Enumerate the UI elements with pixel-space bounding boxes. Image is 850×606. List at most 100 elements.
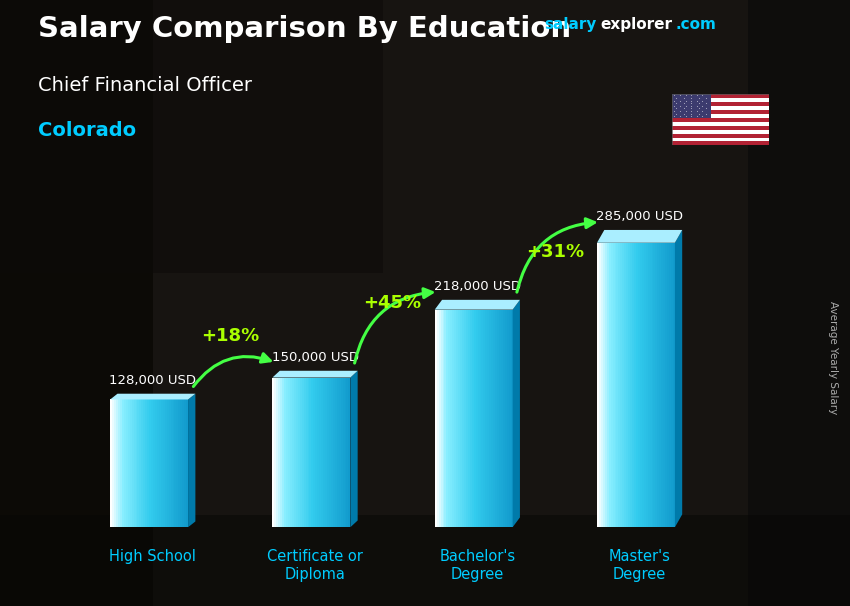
Bar	[603, 243, 605, 527]
Bar	[613, 243, 615, 527]
Bar	[672, 110, 769, 114]
Bar	[151, 399, 153, 527]
Bar	[599, 243, 601, 527]
Bar	[485, 310, 487, 527]
Bar	[344, 378, 347, 527]
Bar	[654, 243, 655, 527]
Bar	[311, 378, 314, 527]
Bar	[630, 243, 632, 527]
Bar	[622, 243, 624, 527]
Bar	[309, 378, 311, 527]
Text: .com: .com	[676, 17, 717, 32]
Bar	[628, 243, 630, 527]
Bar	[669, 243, 671, 527]
Bar	[672, 102, 769, 106]
Bar	[133, 399, 135, 527]
Bar	[171, 399, 173, 527]
Bar	[616, 243, 619, 527]
Bar	[610, 243, 613, 527]
Bar	[290, 378, 292, 527]
Bar	[147, 399, 149, 527]
Bar	[597, 243, 599, 527]
Bar	[276, 378, 278, 527]
Bar	[672, 98, 769, 102]
Bar	[505, 310, 507, 527]
Bar	[464, 310, 466, 527]
Bar	[184, 399, 186, 527]
Bar	[298, 378, 300, 527]
Bar	[335, 378, 337, 527]
Bar	[434, 310, 437, 527]
Bar	[672, 125, 769, 130]
Bar	[462, 310, 464, 527]
Bar	[638, 243, 640, 527]
Bar	[748, 0, 850, 606]
Bar	[155, 399, 157, 527]
Bar	[292, 378, 294, 527]
Polygon shape	[188, 394, 196, 527]
Text: +18%: +18%	[201, 327, 259, 345]
Bar	[660, 243, 661, 527]
Bar	[672, 138, 769, 141]
Bar	[144, 399, 145, 527]
Bar	[162, 399, 165, 527]
Polygon shape	[434, 300, 520, 310]
Bar	[177, 399, 178, 527]
Bar	[509, 310, 511, 527]
Bar	[167, 399, 168, 527]
Bar	[126, 399, 128, 527]
Bar	[120, 399, 122, 527]
Bar	[663, 243, 666, 527]
Bar	[470, 310, 472, 527]
Bar	[672, 106, 769, 110]
Bar	[347, 378, 348, 527]
Bar	[649, 243, 652, 527]
Bar	[479, 310, 481, 527]
Bar	[186, 399, 188, 527]
Text: Average Yearly Salary: Average Yearly Salary	[828, 301, 838, 414]
Bar	[288, 378, 290, 527]
Bar	[341, 378, 343, 527]
Bar	[661, 243, 663, 527]
Polygon shape	[597, 230, 683, 243]
Bar	[348, 378, 350, 527]
Bar	[634, 243, 636, 527]
Bar	[493, 310, 495, 527]
Bar	[320, 378, 321, 527]
Text: 218,000 USD: 218,000 USD	[434, 280, 521, 293]
Bar	[180, 399, 182, 527]
Bar	[607, 243, 609, 527]
Bar	[284, 378, 286, 527]
Bar	[460, 310, 462, 527]
Bar	[473, 310, 476, 527]
Text: explorer: explorer	[600, 17, 672, 32]
Bar	[446, 310, 448, 527]
Bar	[315, 378, 317, 527]
Bar	[321, 378, 323, 527]
Text: Chief Financial Officer: Chief Financial Officer	[38, 76, 252, 95]
Bar	[454, 310, 456, 527]
Bar	[314, 378, 315, 527]
Text: 150,000 USD: 150,000 USD	[271, 351, 359, 364]
Bar	[490, 310, 491, 527]
Bar	[643, 243, 646, 527]
Bar	[666, 243, 667, 527]
Bar	[667, 243, 669, 527]
Bar	[615, 243, 616, 527]
Bar	[487, 310, 490, 527]
Bar	[499, 310, 501, 527]
Bar	[141, 399, 144, 527]
Text: High School: High School	[110, 549, 196, 564]
Bar	[110, 399, 112, 527]
Bar	[294, 378, 296, 527]
Bar	[273, 378, 275, 527]
Bar	[280, 378, 282, 527]
Bar	[0, 0, 382, 273]
Bar	[673, 243, 675, 527]
Bar	[165, 399, 167, 527]
Bar	[481, 310, 484, 527]
Bar	[168, 399, 171, 527]
Bar	[343, 378, 344, 527]
Bar	[118, 399, 120, 527]
Text: Bachelor's
Degree: Bachelor's Degree	[439, 549, 515, 582]
